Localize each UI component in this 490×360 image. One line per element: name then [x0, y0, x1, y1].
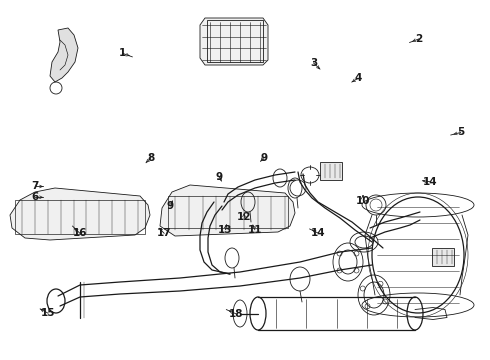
Text: 6: 6	[32, 192, 39, 202]
Text: 17: 17	[157, 228, 172, 238]
Text: 9: 9	[167, 201, 174, 211]
Text: 5: 5	[457, 127, 464, 138]
Text: 15: 15	[41, 308, 55, 318]
Text: 11: 11	[247, 225, 262, 235]
Bar	[168, 196, 288, 228]
Text: 8: 8	[147, 153, 154, 163]
Bar	[320, 162, 342, 180]
Text: 3: 3	[310, 58, 317, 68]
Text: 9: 9	[216, 172, 223, 182]
Text: 14: 14	[423, 177, 438, 187]
Text: 18: 18	[229, 309, 244, 319]
Text: 4: 4	[354, 73, 362, 84]
Polygon shape	[200, 18, 268, 65]
Text: 13: 13	[218, 225, 233, 235]
Text: 14: 14	[311, 228, 326, 238]
Text: 1: 1	[119, 48, 126, 58]
Bar	[15, 200, 145, 234]
Text: 16: 16	[73, 228, 87, 238]
Text: 12: 12	[237, 212, 251, 222]
Polygon shape	[10, 188, 150, 240]
Text: 9: 9	[260, 153, 267, 163]
Bar	[432, 248, 454, 266]
Bar	[207, 20, 263, 62]
Text: 10: 10	[355, 196, 370, 206]
Text: 2: 2	[416, 34, 422, 44]
Polygon shape	[50, 28, 78, 82]
Polygon shape	[160, 185, 295, 236]
Text: 7: 7	[31, 181, 39, 192]
